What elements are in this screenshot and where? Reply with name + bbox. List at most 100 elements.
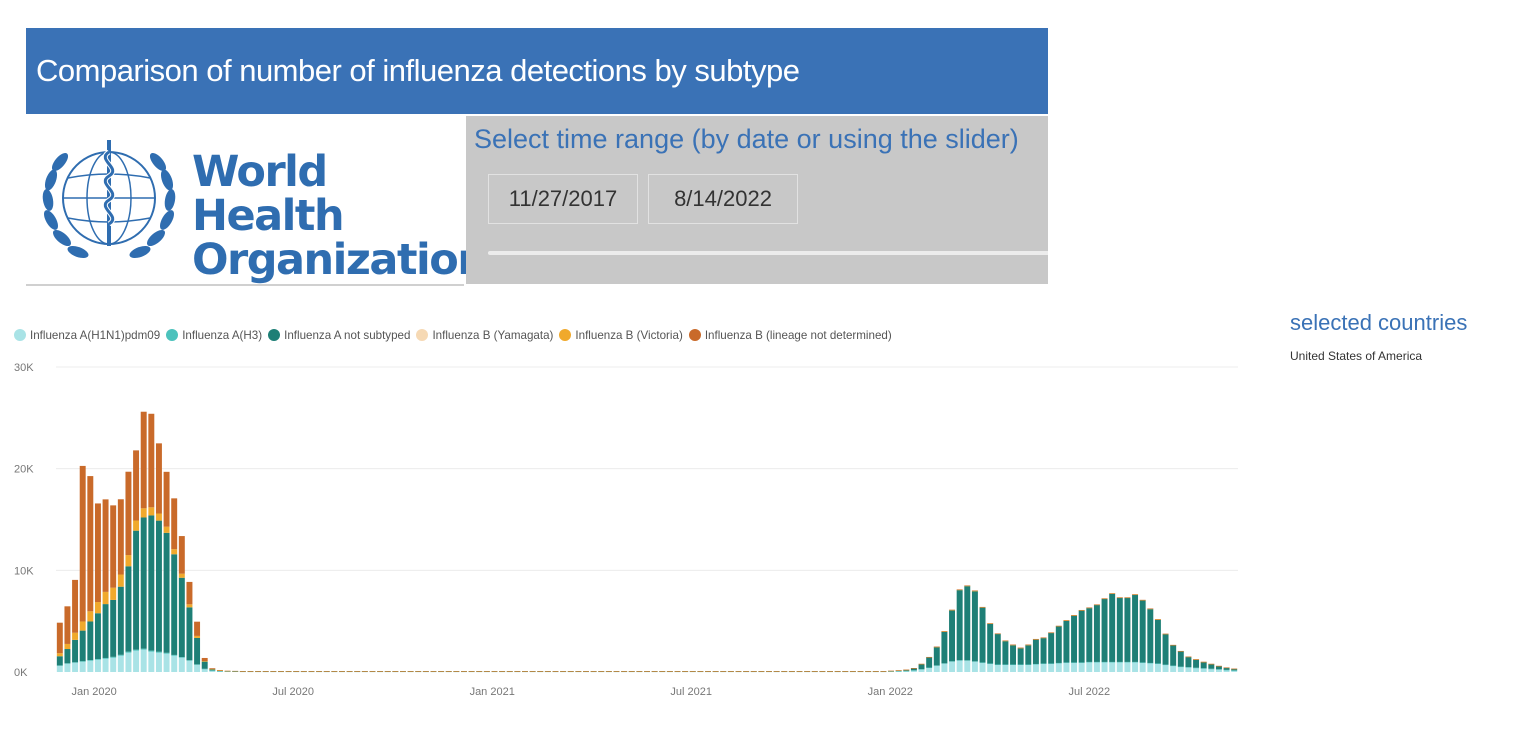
bar-segment[interactable] xyxy=(1170,644,1177,646)
bar-segment[interactable] xyxy=(110,599,117,657)
bar-segment[interactable] xyxy=(407,671,414,672)
bar-segment[interactable] xyxy=(216,670,223,671)
bar-segment[interactable] xyxy=(575,671,582,672)
bar-segment[interactable] xyxy=(1032,663,1039,665)
bar-segment[interactable] xyxy=(209,669,216,671)
bar-segment[interactable] xyxy=(910,670,917,672)
bar-segment[interactable] xyxy=(941,663,948,664)
bar-segment[interactable] xyxy=(1170,645,1177,666)
bar-segment[interactable] xyxy=(1025,644,1032,646)
bar-segment[interactable] xyxy=(1132,662,1139,672)
bar-segment[interactable] xyxy=(636,671,643,672)
legend-item[interactable]: Influenza B (lineage not determined) xyxy=(688,329,892,342)
bar-segment[interactable] xyxy=(1139,600,1146,601)
bar-segment[interactable] xyxy=(491,671,498,672)
bar-segment[interactable] xyxy=(1231,668,1238,671)
bar-segment[interactable] xyxy=(201,661,208,662)
bar-segment[interactable] xyxy=(117,654,124,656)
bar-segment[interactable] xyxy=(453,671,460,672)
bar-segment[interactable] xyxy=(910,668,917,669)
bar-segment[interactable] xyxy=(140,517,147,649)
bar-segment[interactable] xyxy=(209,670,216,671)
bar-segment[interactable] xyxy=(552,671,559,672)
bar-segment[interactable] xyxy=(354,671,361,672)
bar-segment[interactable] xyxy=(621,671,628,672)
bar-segment[interactable] xyxy=(1071,615,1078,616)
bar-segment[interactable] xyxy=(79,465,86,622)
bar-segment[interactable] xyxy=(125,471,132,556)
bar-segment[interactable] xyxy=(880,671,887,672)
bar-segment[interactable] xyxy=(926,667,933,669)
bar-segment[interactable] xyxy=(1040,663,1047,664)
bar-segment[interactable] xyxy=(117,499,124,575)
bar-segment[interactable] xyxy=(1124,597,1131,662)
bar-segment[interactable] xyxy=(933,647,940,666)
bar-segment[interactable] xyxy=(194,621,201,636)
bar-segment[interactable] xyxy=(949,610,956,611)
bar-segment[interactable] xyxy=(758,671,765,672)
bar-segment[interactable] xyxy=(155,443,162,514)
bar-segment[interactable] xyxy=(888,671,894,672)
bar-segment[interactable] xyxy=(949,661,956,672)
bar-segment[interactable] xyxy=(1124,597,1131,599)
bar-segment[interactable] xyxy=(1193,667,1200,672)
bar-segment[interactable] xyxy=(964,585,971,586)
bar-segment[interactable] xyxy=(1010,664,1017,665)
bar-segment[interactable] xyxy=(1055,625,1062,627)
bar-segment[interactable] xyxy=(1025,645,1032,665)
bar-segment[interactable] xyxy=(1116,597,1123,662)
bar-segment[interactable] xyxy=(819,671,826,672)
bar-segment[interactable] xyxy=(79,661,86,672)
bar-segment[interactable] xyxy=(605,671,612,672)
bar-segment[interactable] xyxy=(918,663,925,665)
bar-segment[interactable] xyxy=(171,554,178,655)
bar-segment[interactable] xyxy=(910,670,917,671)
bar-segment[interactable] xyxy=(270,671,277,672)
bar-segment[interactable] xyxy=(1154,663,1161,664)
bar-segment[interactable] xyxy=(72,579,79,633)
bar-segment[interactable] xyxy=(94,602,101,614)
bar-segment[interactable] xyxy=(910,668,917,671)
bar-segment[interactable] xyxy=(1055,626,1062,627)
bar-segment[interactable] xyxy=(155,652,162,672)
bar-segment[interactable] xyxy=(1002,640,1009,641)
bar-segment[interactable] xyxy=(79,630,86,662)
bar-segment[interactable] xyxy=(506,671,513,672)
bar-segment[interactable] xyxy=(567,671,574,672)
bar-segment[interactable] xyxy=(1231,670,1238,671)
bar-segment[interactable] xyxy=(56,622,63,654)
bar-segment[interactable] xyxy=(941,631,948,664)
bar-segment[interactable] xyxy=(666,671,673,672)
bar-segment[interactable] xyxy=(903,670,910,672)
bar-segment[interactable] xyxy=(1040,637,1047,638)
bar-segment[interactable] xyxy=(1109,593,1116,594)
bar-segment[interactable] xyxy=(1109,661,1116,663)
bar-segment[interactable] xyxy=(1101,598,1108,662)
bar-segment[interactable] xyxy=(1078,662,1085,672)
bar-segment[interactable] xyxy=(583,671,589,672)
bar-segment[interactable] xyxy=(1063,620,1070,621)
bar-segment[interactable] xyxy=(186,660,193,661)
bar-segment[interactable] xyxy=(148,650,155,652)
bar-segment[interactable] xyxy=(483,671,490,672)
bar-segment[interactable] xyxy=(1185,667,1192,672)
bar-segment[interactable] xyxy=(979,607,986,663)
bar-segment[interactable] xyxy=(56,665,63,666)
bar-segment[interactable] xyxy=(102,499,109,592)
bar-segment[interactable] xyxy=(773,671,780,672)
bar-segment[interactable] xyxy=(400,671,406,672)
bar-segment[interactable] xyxy=(888,670,894,672)
bar-segment[interactable] xyxy=(1093,604,1100,606)
legend-item[interactable]: Influenza A(H1N1)pdm09 xyxy=(14,329,160,342)
bar-segment[interactable] xyxy=(1017,647,1024,649)
bar-segment[interactable] xyxy=(1093,604,1100,605)
bar-segment[interactable] xyxy=(1086,608,1093,662)
bar-segment[interactable] xyxy=(964,660,971,672)
bar-segment[interactable] xyxy=(1162,664,1169,666)
bar-segment[interactable] xyxy=(964,585,971,587)
bar-segment[interactable] xyxy=(209,668,216,670)
bar-segment[interactable] xyxy=(133,650,140,672)
bar-segment[interactable] xyxy=(788,671,795,672)
bar-segment[interactable] xyxy=(209,669,216,670)
bar-segment[interactable] xyxy=(956,590,963,661)
